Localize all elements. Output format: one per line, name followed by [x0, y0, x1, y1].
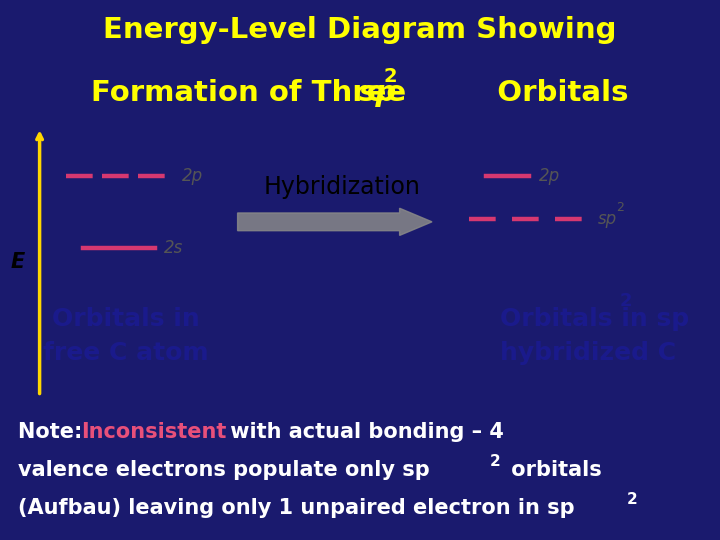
Text: 2s: 2s: [164, 239, 184, 256]
Text: Note:: Note:: [18, 422, 89, 442]
Text: Energy-Level Diagram Showing: Energy-Level Diagram Showing: [103, 16, 617, 44]
FancyArrow shape: [238, 208, 432, 235]
Text: Hybridization: Hybridization: [264, 176, 420, 199]
Text: E: E: [11, 252, 25, 272]
Text: 2: 2: [619, 292, 631, 309]
Text: 2: 2: [490, 454, 500, 469]
Text: 2: 2: [616, 201, 624, 214]
Text: free C atom: free C atom: [43, 341, 209, 366]
Text: sp: sp: [359, 79, 397, 107]
Text: 2p: 2p: [539, 167, 559, 185]
Text: 2: 2: [626, 492, 637, 507]
Text: Orbitals in sp: Orbitals in sp: [500, 307, 690, 331]
Text: (Aufbau) leaving only 1 unpaired electron in sp: (Aufbau) leaving only 1 unpaired electro…: [18, 497, 575, 518]
Text: sp: sp: [598, 210, 617, 228]
Text: valence electrons populate only sp: valence electrons populate only sp: [18, 460, 430, 480]
Text: hybridized C: hybridized C: [500, 341, 677, 366]
Text: 2: 2: [384, 66, 397, 85]
Text: Formation of Three         Orbitals: Formation of Three Orbitals: [91, 79, 629, 107]
Text: orbitals: orbitals: [504, 460, 602, 480]
Text: with actual bonding – 4: with actual bonding – 4: [223, 422, 504, 442]
Text: Orbitals in: Orbitals in: [52, 307, 200, 331]
Text: Inconsistent: Inconsistent: [81, 422, 226, 442]
Text: 2p: 2p: [181, 167, 202, 185]
